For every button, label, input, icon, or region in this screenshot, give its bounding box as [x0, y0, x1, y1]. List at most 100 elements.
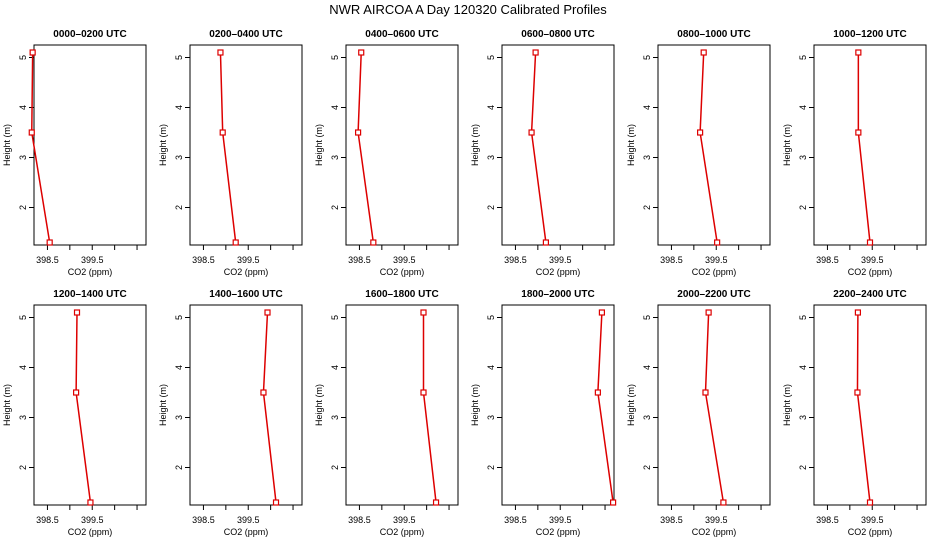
x-axis-label: CO2 (ppm): [848, 527, 893, 537]
profile-line: [219, 52, 237, 243]
panel-1: 0200–0400 UTC 398.5 399.5 2 3 4 5 CO2 (ppm) Heig…: [158, 29, 303, 277]
profile-point: [232, 239, 239, 246]
y-tick-label: 3: [798, 155, 808, 160]
x-tick-label: 398.5: [36, 255, 59, 265]
y-axis-label: Height (m): [314, 124, 324, 166]
y-tick-label: 3: [642, 415, 652, 420]
profile-point: [420, 309, 427, 316]
y-tick-label: 4: [18, 105, 28, 110]
plot-frame: [813, 304, 927, 506]
plot-frame: [33, 44, 147, 246]
y-tick-label: 4: [798, 365, 808, 370]
profile-point: [866, 239, 874, 246]
profile-point: [532, 49, 539, 56]
profile-line: [704, 312, 725, 503]
y-tick-label: 2: [798, 465, 808, 470]
profile-point: [358, 49, 365, 56]
profile-point: [854, 389, 861, 396]
y-tick-label: 2: [174, 205, 184, 210]
panel-title: 0000–0200 UTC: [53, 29, 126, 40]
profile-point: [594, 389, 601, 396]
profile-point: [73, 309, 81, 316]
y-axis-label: Height (m): [782, 384, 792, 426]
y-tick-label: 4: [798, 105, 808, 110]
y-tick-label: 4: [642, 365, 652, 370]
profile-line: [597, 312, 614, 503]
y-tick-label: 3: [330, 155, 340, 160]
profile-point: [855, 49, 862, 56]
profile-point: [542, 239, 550, 246]
panel-title: 0200–0400 UTC: [209, 29, 282, 40]
plot-frame: [501, 304, 615, 506]
y-tick-label: 2: [18, 465, 28, 470]
panel-title: 1200–1400 UTC: [53, 289, 126, 300]
panel-title: 1600–1800 UTC: [365, 289, 438, 300]
y-tick-label: 3: [18, 415, 28, 420]
panel-title: 0400–0600 UTC: [365, 29, 438, 40]
profile-point: [866, 499, 874, 506]
x-tick-label: 399.5: [393, 515, 416, 525]
panel-8: 1600–1800 UTC 398.5 399.5 2 3 4 5 CO2 (ppm) Heig…: [314, 289, 459, 537]
panel-title: 1000–1200 UTC: [833, 29, 906, 40]
x-tick-label: 399.5: [81, 255, 104, 265]
y-tick-label: 2: [330, 205, 340, 210]
profile-line: [857, 52, 871, 243]
profile-point: [264, 309, 271, 316]
y-tick-label: 5: [798, 55, 808, 60]
plot-frame: [189, 44, 303, 246]
panel-title: 1400–1600 UTC: [209, 289, 282, 300]
x-axis-label: CO2 (ppm): [68, 527, 113, 537]
y-tick-label: 2: [642, 465, 652, 470]
x-tick-label: 398.5: [816, 515, 839, 525]
panel-title: 0800–1000 UTC: [677, 29, 750, 40]
profile-point: [700, 49, 707, 56]
panel-title: 2200–2400 UTC: [833, 289, 906, 300]
y-tick-label: 5: [174, 55, 184, 60]
x-tick-label: 399.5: [237, 255, 260, 265]
y-tick-label: 3: [18, 155, 28, 160]
figure-title: NWR AIRCOA A Day 120320 Calibrated Profi…: [329, 2, 607, 17]
profile-line: [357, 52, 375, 243]
panel-title: 0600–0800 UTC: [521, 29, 594, 40]
profile-point: [28, 129, 35, 136]
x-axis-label: CO2 (ppm): [380, 527, 425, 537]
y-axis-label: Height (m): [470, 384, 480, 426]
profile-point: [697, 129, 704, 136]
profile-point: [29, 49, 36, 56]
x-axis-label: CO2 (ppm): [692, 527, 737, 537]
y-axis-label: Height (m): [2, 124, 12, 166]
x-axis-label: CO2 (ppm): [536, 267, 581, 277]
profile-line: [422, 312, 437, 503]
x-axis-label: CO2 (ppm): [224, 267, 269, 277]
profile-point: [598, 309, 606, 316]
y-axis-label: Height (m): [470, 124, 480, 166]
panel-title: 2000–2200 UTC: [677, 289, 750, 300]
x-tick-label: 398.5: [504, 515, 527, 525]
profile-point: [528, 129, 535, 136]
profile-point: [855, 129, 862, 136]
y-axis-label: Height (m): [782, 124, 792, 166]
profile-point: [610, 499, 617, 506]
profile-point: [46, 239, 53, 246]
x-axis-label: CO2 (ppm): [224, 527, 269, 537]
y-axis-label: Height (m): [158, 124, 168, 166]
profile-point: [73, 389, 80, 396]
profile-line: [530, 52, 547, 243]
panel-9: 1800–2000 UTC 398.5 399.5 2 3 4 5 CO2 (ppm) Heig…: [470, 289, 617, 537]
y-tick-label: 4: [330, 365, 340, 370]
panel-title: 1800–2000 UTC: [521, 289, 594, 300]
x-tick-label: 399.5: [705, 255, 728, 265]
y-axis-label: Height (m): [2, 384, 12, 426]
y-tick-label: 2: [798, 205, 808, 210]
profile-line: [856, 312, 871, 503]
y-tick-label: 5: [642, 55, 652, 60]
x-tick-label: 399.5: [237, 515, 260, 525]
x-tick-label: 398.5: [660, 515, 683, 525]
y-tick-label: 3: [486, 155, 496, 160]
y-tick-label: 2: [486, 205, 496, 210]
x-axis-label: CO2 (ppm): [68, 267, 113, 277]
y-tick-label: 4: [486, 365, 496, 370]
y-axis-label: Height (m): [626, 384, 636, 426]
y-tick-label: 4: [174, 365, 184, 370]
